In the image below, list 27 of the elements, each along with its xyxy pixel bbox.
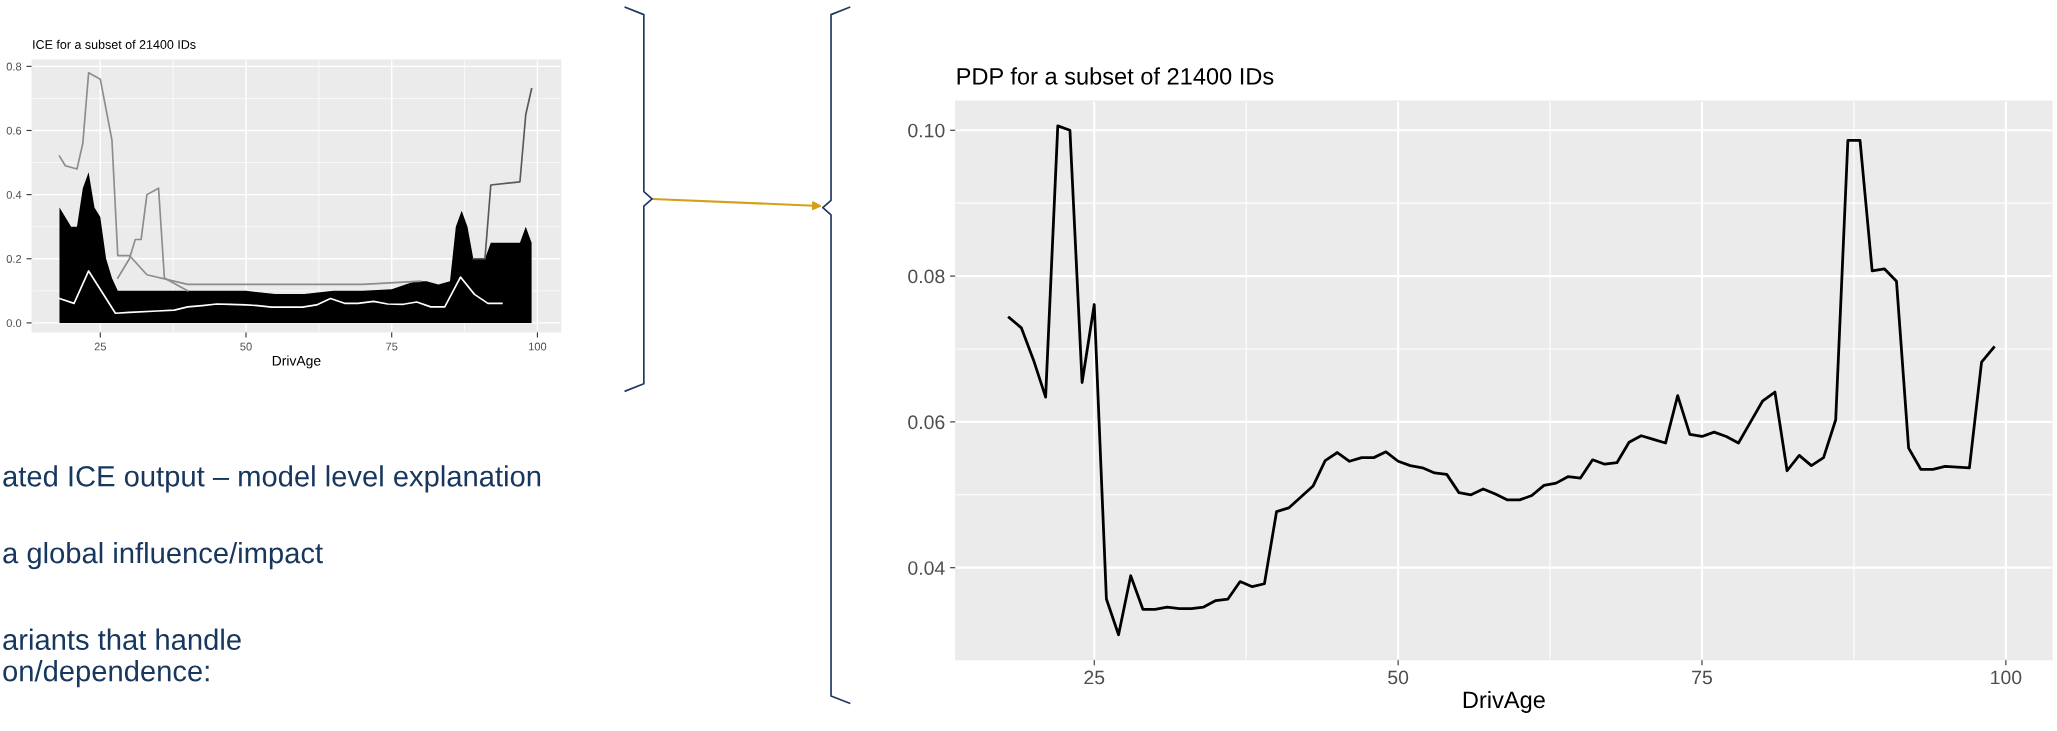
x-tick-label: 100 <box>1991 670 2022 685</box>
text: ariants that handle on/dependence: <box>3 628 241 688</box>
y-tick-label: 0.06 <box>908 415 945 430</box>
text: a global influence/impact <box>3 541 323 570</box>
x-tick-label: 75 <box>386 342 398 351</box>
x-tick-label: 100 <box>529 342 547 351</box>
line-series <box>58 270 503 315</box>
y-tick-label: 0.08 <box>908 269 945 284</box>
x-tick-label: 75 <box>1692 670 1712 685</box>
y-tick-label: 0.04 <box>908 561 945 575</box>
y-tick-label: 0.6 <box>6 126 22 135</box>
x-axis-title: DrivAge <box>1463 690 1545 713</box>
text: ated ICE output – model level explanation <box>3 465 541 493</box>
y-tick-label: 0.10 <box>908 123 945 138</box>
chart-title: PDP for a subset of 21400 IDs <box>957 67 1274 85</box>
line-series <box>472 87 533 260</box>
x-tick-label: 50 <box>1388 670 1409 685</box>
x-tick-label: 25 <box>94 342 106 351</box>
chart-title: ICE for a subset of 21400 IDs <box>33 39 196 49</box>
x-tick-label: 50 <box>240 342 252 351</box>
x-tick-label: 25 <box>1084 670 1105 685</box>
x-axis-title: DrivAge <box>272 355 321 369</box>
y-tick-label: 0.0 <box>6 319 22 328</box>
y-tick-label: 0.8 <box>6 62 22 71</box>
y-tick-label: 0.4 <box>6 190 22 199</box>
y-tick-label: 0.2 <box>6 255 22 263</box>
line-series <box>1007 124 1996 637</box>
